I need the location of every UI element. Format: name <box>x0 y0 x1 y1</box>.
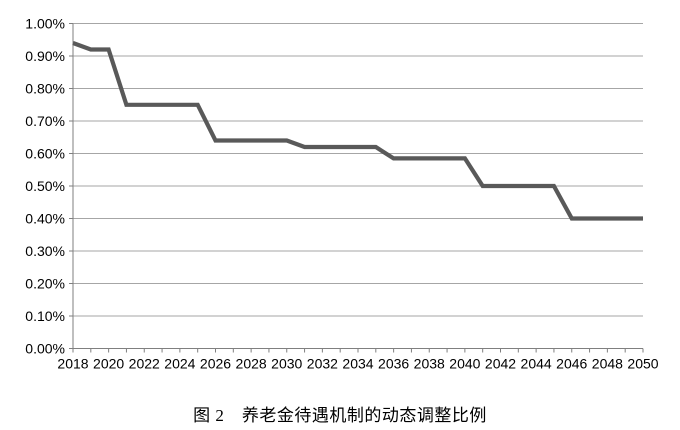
x-axis-tick-label: 2036 <box>378 356 409 372</box>
y-axis-tick-label: 0.10% <box>25 308 65 324</box>
y-axis-tick-label: 0.60% <box>25 146 65 162</box>
y-axis-tick-label: 0.70% <box>25 113 65 129</box>
data-line <box>72 41 643 221</box>
y-axis-tick-label: 0.00% <box>25 341 65 357</box>
x-axis-tick-label: 2032 <box>307 356 338 372</box>
x-axis-tick-label: 2026 <box>200 356 231 372</box>
y-axis-tick-label: 1.00% <box>25 16 65 32</box>
x-axis-tick-label: 2020 <box>93 356 124 372</box>
x-axis-tick-label: 2050 <box>627 356 658 372</box>
x-axis-tick-label: 2018 <box>57 356 88 372</box>
y-axis-tick-label: 0.40% <box>25 211 65 227</box>
y-axis-tick-label: 0.30% <box>25 243 65 259</box>
x-axis-tick-label: 2028 <box>236 356 267 372</box>
x-axis-tick-label: 2048 <box>592 356 623 372</box>
y-axis-tick-label: 0.80% <box>25 81 65 97</box>
x-axis-tick-label: 2030 <box>271 356 302 372</box>
x-axis-tick-label: 2044 <box>521 356 552 372</box>
figure-caption: 图 2 养老金待遇机制的动态调整比例 <box>193 406 487 425</box>
line-chart: 0.00% 0.10% 0.20% 0.30% 0.40% 0.50% 0.60% 0.70%… <box>25 16 658 372</box>
y-axis-tick-label: 0.50% <box>25 178 65 194</box>
y-axis-tick-label: 0.90% <box>25 48 65 64</box>
x-axis-tick-label: 2038 <box>414 356 445 372</box>
x-axis-tick-label: 2022 <box>129 356 160 372</box>
x-axis-tick-label: 2042 <box>485 356 516 372</box>
x-axis-tick-label: 2040 <box>449 356 480 372</box>
x-axis-tick-label: 2046 <box>556 356 587 372</box>
y-axis-tick-label: 0.20% <box>25 276 65 292</box>
x-axis-tick-label: 2024 <box>164 356 195 372</box>
x-axis-tick-label: 2034 <box>342 356 373 372</box>
